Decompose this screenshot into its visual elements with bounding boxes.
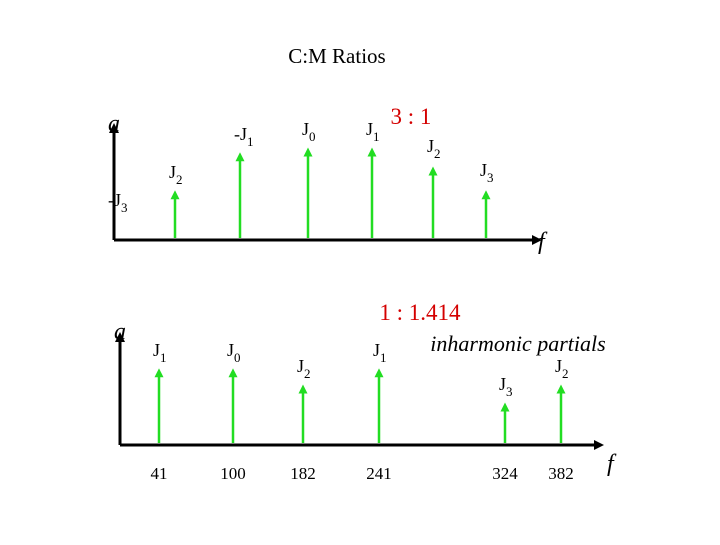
bottom-frequency-label: 382 (548, 464, 574, 483)
bottom-panel: 1 : 1.414 inharmonic partials a f J141J0… (114, 300, 617, 483)
bottom-frequency-label: 41 (151, 464, 168, 483)
top-partial-label: J2 (169, 162, 183, 187)
top-partial-label: -J3 (108, 190, 128, 215)
top-partial-label: J3 (480, 160, 494, 185)
inharmonic-note: inharmonic partials (430, 331, 605, 356)
bottom-partial-label: J1 (153, 340, 167, 365)
top-partial-label: J2 (427, 136, 441, 161)
bottom-partial-label: J2 (555, 356, 569, 381)
bottom-frequency-label: 100 (220, 464, 246, 483)
top-x-axis-label: f (538, 229, 548, 255)
page-title: C:M Ratios (288, 44, 385, 68)
bottom-frequency-label: 324 (492, 464, 518, 483)
bottom-partial-label: J1 (373, 340, 387, 365)
bottom-partial-label: J3 (499, 374, 513, 399)
top-ratio-label: 3 : 1 (391, 104, 432, 129)
bottom-partials: J1 41 J0 100 J2 182 J1 241 J3 324 J2 382 (151, 340, 574, 483)
top-partial-label: J1 (366, 119, 380, 144)
bottom-frequency-label: 182 (290, 464, 316, 483)
bottom-frequency-label: 241 (366, 464, 392, 483)
bottom-partial-label: J0 (227, 340, 241, 365)
bottom-ratio-label: 1 : 1.414 (379, 300, 461, 325)
top-partial-label: -J1 (234, 124, 254, 149)
top-partials: -J3 J2 -J1 J0 J1 J2 J3 (108, 119, 494, 238)
top-partial-label: J0 (302, 119, 316, 144)
bottom-partial-label: J2 (297, 356, 311, 381)
bottom-x-axis-label: f (607, 451, 617, 477)
